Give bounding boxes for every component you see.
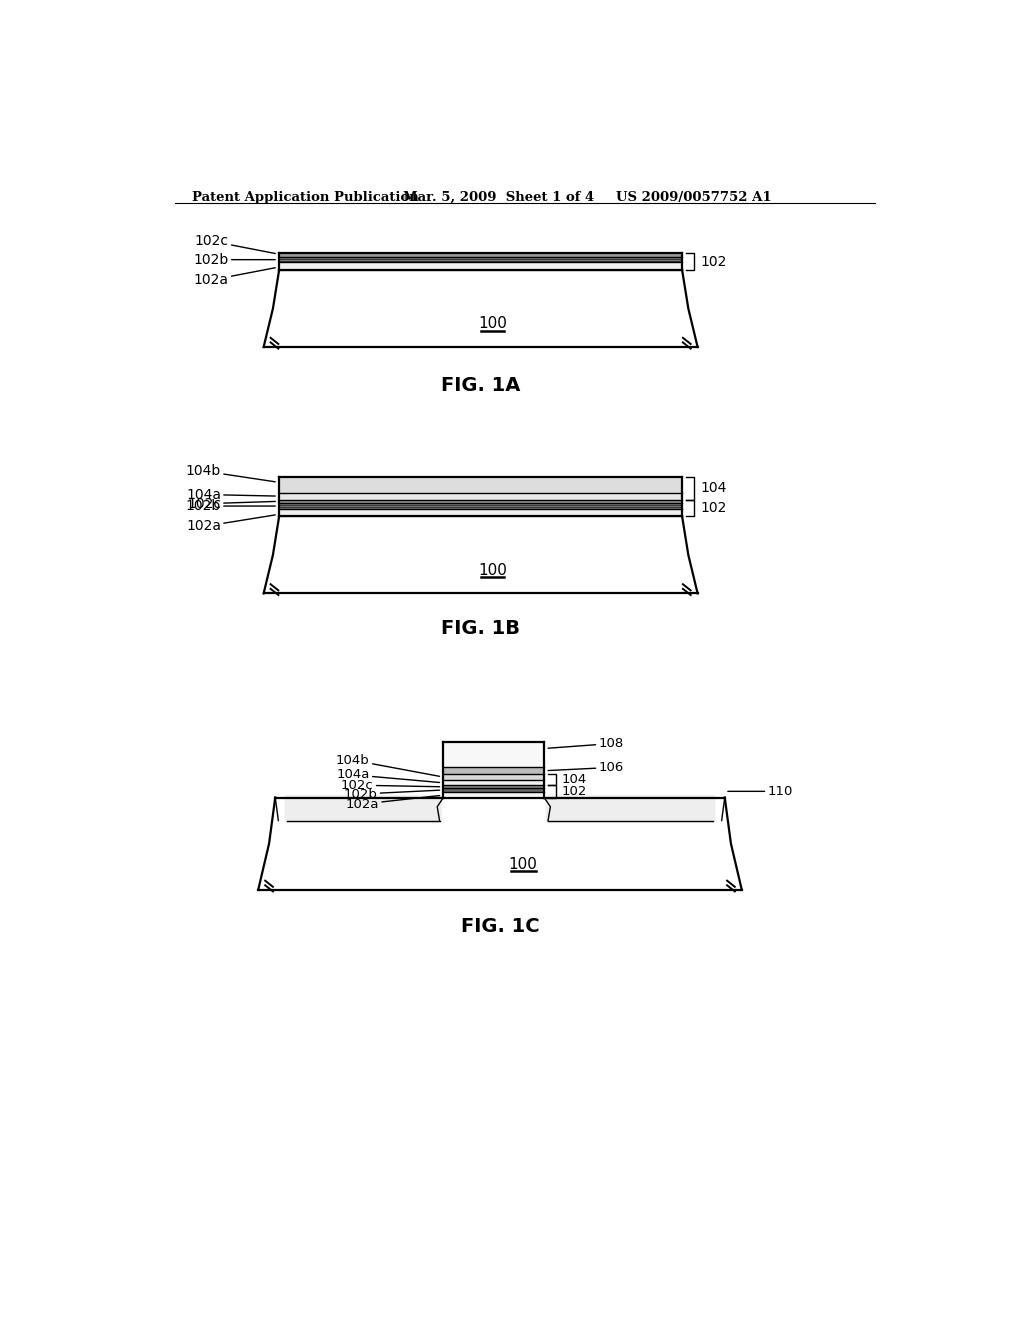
Bar: [443, 767, 544, 775]
Text: 104b: 104b: [336, 754, 439, 776]
Text: 104b: 104b: [185, 465, 275, 482]
Bar: [280, 492, 682, 499]
Text: FIG. 1A: FIG. 1A: [441, 376, 520, 395]
Text: Mar. 5, 2009  Sheet 1 of 4: Mar. 5, 2009 Sheet 1 of 4: [403, 191, 594, 203]
Text: 102: 102: [562, 785, 588, 797]
Text: 104a: 104a: [337, 768, 439, 783]
Text: FIG. 1B: FIG. 1B: [441, 619, 520, 638]
Bar: [443, 788, 544, 792]
Text: 102: 102: [700, 502, 726, 515]
Bar: [280, 263, 682, 271]
Text: 100: 100: [509, 857, 538, 871]
Text: 100: 100: [478, 562, 507, 578]
Text: 102b: 102b: [344, 788, 439, 800]
Text: FIG. 1C: FIG. 1C: [461, 917, 540, 936]
Bar: [443, 785, 544, 788]
Bar: [443, 792, 544, 797]
Text: 104a: 104a: [186, 487, 275, 502]
Text: 108: 108: [548, 737, 624, 750]
Text: Patent Application Publication: Patent Application Publication: [191, 191, 418, 203]
Text: 102b: 102b: [194, 252, 275, 267]
Bar: [280, 253, 682, 257]
Text: 104: 104: [700, 482, 726, 495]
Text: 102a: 102a: [346, 796, 439, 810]
Text: 106: 106: [548, 760, 624, 774]
Text: 104: 104: [562, 774, 587, 787]
Bar: [280, 478, 682, 492]
Text: 102c: 102c: [195, 234, 275, 253]
FancyBboxPatch shape: [546, 795, 716, 822]
Text: 100: 100: [478, 317, 507, 331]
Text: 102a: 102a: [186, 515, 275, 533]
Bar: [443, 775, 544, 780]
Bar: [280, 508, 682, 516]
Text: US 2009/0057752 A1: US 2009/0057752 A1: [616, 191, 772, 203]
Text: 102b: 102b: [185, 499, 275, 513]
Bar: [280, 503, 682, 508]
Text: 110: 110: [728, 785, 793, 797]
FancyBboxPatch shape: [285, 795, 442, 822]
Bar: [280, 499, 682, 503]
Bar: [443, 742, 544, 767]
Bar: [280, 257, 682, 263]
Text: 102a: 102a: [194, 268, 275, 286]
Bar: [443, 780, 544, 785]
Text: 102c: 102c: [187, 496, 275, 511]
Text: 102: 102: [700, 255, 726, 268]
Text: 102c: 102c: [341, 779, 439, 792]
